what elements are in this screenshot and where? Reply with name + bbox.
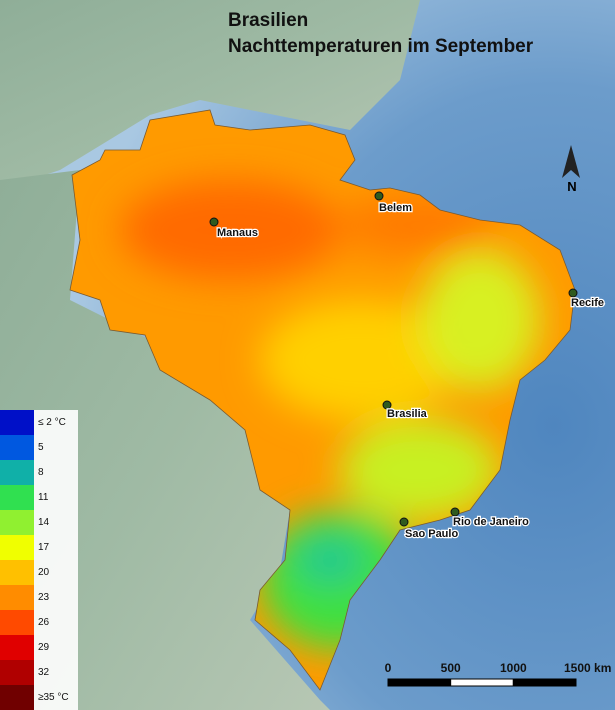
legend-swatch — [0, 635, 34, 660]
legend-label: 11 — [38, 492, 49, 503]
title: Nachttemperaturen im September — [228, 36, 534, 57]
scale-label: 1500 km — [564, 661, 611, 675]
field-mild — [420, 250, 540, 390]
scale-label: 500 — [441, 661, 461, 675]
legend-label: 26 — [38, 617, 50, 628]
legend-label: 8 — [38, 467, 44, 478]
scale-segment — [450, 678, 514, 687]
field-mild — [260, 300, 460, 420]
scale-label: 0 — [385, 661, 392, 675]
north-label: N — [567, 179, 576, 194]
scale-bar: 0 500 1000 1500 km — [385, 661, 611, 687]
legend-swatch — [0, 510, 34, 535]
city-label: Recife — [571, 297, 604, 309]
legend-label: 32 — [38, 667, 50, 678]
legend-swatch — [0, 585, 34, 610]
city-marker — [374, 191, 384, 201]
city-label: Manaus — [217, 227, 258, 239]
legend-label: ≥35 °C — [38, 692, 69, 703]
city-marker — [568, 288, 578, 298]
title: Brasilien — [228, 10, 308, 31]
legend-label: 17 — [38, 542, 50, 553]
legend-swatch — [0, 410, 34, 435]
city-label: Belem — [379, 202, 412, 214]
legend-swatch — [0, 685, 34, 710]
legend-swatch — [0, 460, 34, 485]
legend-label: 23 — [38, 592, 50, 603]
scale-label: 1000 — [500, 661, 527, 675]
legend: ≤ 2 °C 5 8 11 14 17 20 23 26 29 32 ≥35 °C — [0, 410, 78, 710]
land-west — [0, 170, 330, 710]
legend-swatch — [0, 535, 34, 560]
city-marker — [450, 507, 460, 517]
legend-label: ≤ 2 °C — [38, 417, 66, 428]
legend-swatch — [0, 660, 34, 685]
scale-segment — [512, 678, 577, 687]
legend-label: 5 — [38, 442, 44, 453]
legend-label: 29 — [38, 642, 50, 653]
legend-swatch — [0, 485, 34, 510]
field-mild — [340, 420, 500, 520]
legend-swatch — [0, 560, 34, 585]
land-north — [0, 0, 420, 190]
city-marker — [399, 517, 409, 527]
legend-label: 14 — [38, 517, 50, 528]
scale-segment — [387, 678, 452, 687]
legend-label: 20 — [38, 567, 50, 578]
field-warm — [120, 180, 340, 280]
cities: Manaus Belem Recife Brasilia Rio de JaneiroS… — [209, 191, 605, 541]
north-arrow — [562, 145, 580, 178]
legend-swatch — [0, 610, 34, 635]
legend-swatch — [0, 435, 34, 460]
city-marker — [209, 217, 219, 227]
city-label: Sao Paulo — [405, 528, 458, 540]
city-label: Brasilia — [387, 408, 428, 420]
city-marker — [382, 400, 392, 410]
city-label: Rio de Janeiro — [453, 516, 529, 528]
field-cool — [295, 535, 365, 585]
